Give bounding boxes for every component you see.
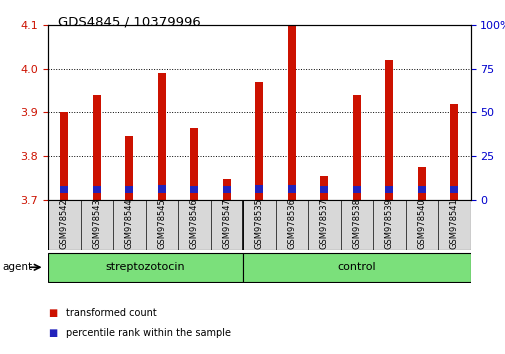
Text: GSM978547: GSM978547 [222, 198, 231, 249]
Text: percentile rank within the sample: percentile rank within the sample [66, 328, 230, 338]
Text: GSM978545: GSM978545 [157, 199, 166, 249]
Text: control: control [337, 262, 375, 272]
Text: GSM978544: GSM978544 [125, 199, 133, 249]
Bar [48, 253, 242, 282]
Bar [222, 185, 230, 193]
Text: GSM978546: GSM978546 [189, 198, 198, 249]
Bar [92, 185, 100, 193]
Text: ■: ■ [48, 308, 57, 318]
Text: GDS4845 / 10379996: GDS4845 / 10379996 [58, 16, 200, 29]
Bar [190, 185, 198, 193]
Bar [352, 95, 360, 200]
Text: agent: agent [3, 262, 33, 272]
Bar [60, 185, 68, 193]
Text: GSM978536: GSM978536 [287, 198, 296, 249]
Bar [449, 104, 458, 200]
Bar [384, 185, 392, 193]
Bar [60, 113, 68, 200]
Bar [125, 137, 133, 200]
Text: GSM978537: GSM978537 [319, 198, 328, 249]
Bar [417, 185, 425, 193]
Text: GSM978543: GSM978543 [92, 198, 101, 249]
Bar [384, 60, 392, 200]
Text: streptozotocin: streptozotocin [106, 262, 185, 272]
Bar [417, 167, 425, 200]
Bar [287, 185, 295, 193]
Bar [242, 253, 470, 282]
Bar [449, 185, 458, 193]
Bar [352, 185, 360, 193]
Bar [190, 128, 198, 200]
Bar [125, 185, 133, 193]
Bar [255, 82, 263, 200]
Bar [158, 185, 166, 193]
Bar [287, 25, 295, 200]
Text: GSM978540: GSM978540 [417, 199, 426, 249]
Text: GSM978535: GSM978535 [255, 198, 263, 249]
Text: transformed count: transformed count [66, 308, 156, 318]
Bar [320, 185, 328, 193]
Text: GSM978541: GSM978541 [449, 199, 458, 249]
Text: GSM978539: GSM978539 [384, 198, 393, 249]
Text: ■: ■ [48, 328, 57, 338]
Text: GSM978542: GSM978542 [60, 199, 69, 249]
Bar [92, 95, 100, 200]
Bar [222, 179, 230, 200]
Bar [158, 73, 166, 200]
Bar [255, 185, 263, 193]
Bar [320, 176, 328, 200]
Text: GSM978538: GSM978538 [351, 198, 361, 249]
